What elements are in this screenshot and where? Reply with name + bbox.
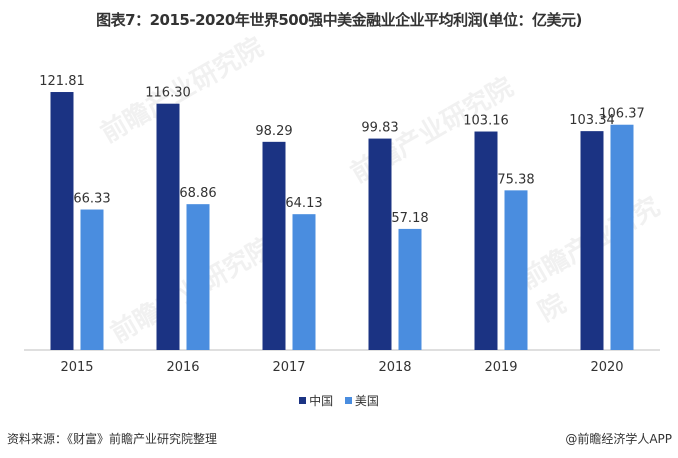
bar-usa-2018 <box>398 228 422 350</box>
bar-china-2020 <box>580 131 604 350</box>
legend: 中国 美国 <box>0 392 678 409</box>
legend-label: 中国 <box>309 394 334 408</box>
x-tick-label: 2020 <box>590 360 623 375</box>
data-label: 66.33 <box>73 192 110 207</box>
data-label: 75.38 <box>497 172 534 187</box>
chart-title: 图表7：2015-2020年世界500强中美金融业企业平均利润(单位：亿美元) <box>96 11 582 29</box>
data-label: 103.34 <box>569 113 615 128</box>
data-label: 103.16 <box>463 114 509 129</box>
x-tick-label: 2017 <box>272 360 305 375</box>
legend-swatch <box>344 397 352 404</box>
legend-swatch <box>299 397 307 404</box>
data-label: 99.83 <box>361 121 398 136</box>
bar-usa-2016 <box>186 204 210 350</box>
credit: @前瞻经济学人APP <box>565 432 672 446</box>
data-label: 57.18 <box>391 211 428 226</box>
data-label: 106.37 <box>599 107 645 122</box>
bar-usa-2019 <box>504 190 528 350</box>
source-note: 资料来源：《财富》前瞻产业研究院整理 <box>7 432 218 446</box>
bar-china-2016 <box>156 103 180 351</box>
data-label: 116.30 <box>145 86 191 101</box>
legend-label: 美国 <box>354 394 379 408</box>
bar-chart: 121.81 66.33 2015 116.30 68.86 2016 98.29 64.13… <box>24 74 660 375</box>
x-tick-label: 2019 <box>484 360 517 375</box>
x-tick-label: 2015 <box>60 360 93 375</box>
bar-china-2018 <box>368 138 392 350</box>
bar-china-2019 <box>474 131 498 350</box>
data-label: 64.13 <box>285 196 322 211</box>
x-tick-label: 2018 <box>378 360 411 375</box>
bar-usa-2020 <box>610 124 634 350</box>
bar-usa-2015 <box>80 209 104 350</box>
bar-china-2017 <box>262 141 286 350</box>
x-tick-label: 2016 <box>166 360 199 375</box>
bar-usa-2017 <box>292 214 316 350</box>
data-label: 68.86 <box>179 186 216 201</box>
legend-item-usa: 美国 <box>344 392 379 409</box>
bar-china-2015 <box>50 92 74 351</box>
legend-item-china: 中国 <box>299 392 333 409</box>
data-label: 121.81 <box>39 74 85 89</box>
data-label: 98.29 <box>255 124 292 139</box>
